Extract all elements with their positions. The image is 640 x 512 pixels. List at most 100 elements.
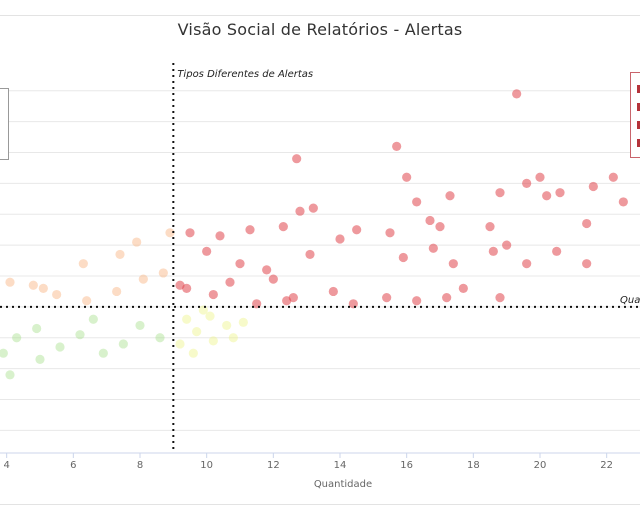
data-point-orange <box>38 283 48 293</box>
data-point-red <box>335 234 345 244</box>
data-point-red <box>502 240 512 250</box>
data-point-red <box>308 203 318 213</box>
x-axis-label: Quantidade <box>314 479 372 490</box>
data-point-red <box>495 293 505 303</box>
data-point-green <box>118 339 128 349</box>
legend-panel-left <box>0 88 9 160</box>
data-point-green <box>5 370 15 380</box>
data-points <box>0 89 628 380</box>
data-point-red <box>328 286 338 297</box>
data-point-red <box>352 225 362 235</box>
data-point-yellow <box>228 333 238 343</box>
data-point-green <box>55 342 65 352</box>
x-tick-label: 10 <box>200 460 213 471</box>
data-point-green <box>12 333 22 343</box>
data-point-red <box>208 289 218 300</box>
data-point-orange <box>138 274 148 284</box>
data-point-red <box>582 218 592 229</box>
data-point-orange <box>132 237 142 247</box>
data-point-red <box>262 265 272 275</box>
x-tick-label: 12 <box>267 460 280 471</box>
data-point-red <box>245 225 255 235</box>
x-tick-label: 22 <box>600 460 613 471</box>
data-point-red <box>425 215 435 226</box>
data-point-green <box>98 348 108 358</box>
data-point-orange <box>115 249 125 260</box>
data-point-red <box>428 243 438 253</box>
x-tick-labels: 4 6 8 10 12 14 16 18 20 22 <box>3 453 613 471</box>
data-point-red <box>412 296 422 306</box>
data-point-red <box>435 222 445 232</box>
data-point-red <box>382 293 392 303</box>
data-point-red <box>495 188 505 198</box>
data-point-red <box>582 259 592 269</box>
grid-lines <box>0 90 640 454</box>
data-point-green <box>135 320 145 331</box>
data-point-yellow <box>192 326 202 337</box>
data-point-red <box>608 172 618 182</box>
data-point-red <box>398 252 408 263</box>
data-point-red <box>392 141 402 151</box>
x-tick-label: 20 <box>534 460 547 471</box>
data-point-green <box>35 354 45 364</box>
data-point-yellow <box>238 317 248 327</box>
data-point-yellow <box>188 348 198 358</box>
data-point-orange <box>52 289 62 300</box>
data-point-orange <box>158 268 168 278</box>
data-point-red <box>442 293 452 303</box>
data-point-red <box>445 191 455 201</box>
chart-frame <box>0 15 640 505</box>
data-point-red <box>458 283 468 293</box>
data-point-red <box>542 191 552 201</box>
data-point-red <box>202 246 212 256</box>
data-point-red <box>618 197 628 207</box>
legend-color-swatch <box>637 139 640 147</box>
data-point-red <box>305 249 315 260</box>
data-point-red <box>268 274 278 284</box>
data-point-orange <box>82 296 92 306</box>
data-point-yellow <box>205 311 215 321</box>
data-point-red <box>402 172 412 182</box>
data-point-red <box>235 259 245 269</box>
data-point-orange <box>112 286 122 297</box>
data-point-red <box>278 222 288 232</box>
data-point-green <box>88 314 98 324</box>
legend-color-swatch <box>637 85 640 93</box>
legend-panel-right <box>630 72 640 158</box>
x-tick-label: 18 <box>467 460 480 471</box>
data-point-orange <box>78 259 88 269</box>
data-point-red <box>522 178 532 189</box>
data-point-yellow <box>198 305 208 315</box>
data-point-red <box>288 293 298 303</box>
chart-title: Visão Social de Relatórios - Alertas <box>177 20 463 39</box>
data-point-yellow <box>222 320 232 331</box>
data-point-red <box>488 246 498 256</box>
data-point-red <box>555 188 565 198</box>
data-point-red <box>512 89 522 99</box>
data-point-red <box>292 154 302 164</box>
vertical-line-label: Tipos Diferentes de Alertas <box>177 69 313 80</box>
x-tick-label: 16 <box>400 460 413 471</box>
data-point-orange <box>165 228 175 238</box>
x-tick-label: 8 <box>137 460 143 471</box>
data-point-red <box>552 246 562 256</box>
data-point-red <box>225 277 235 287</box>
data-point-orange <box>28 280 38 290</box>
legend-color-swatch <box>637 121 640 129</box>
data-point-yellow <box>175 339 185 349</box>
data-point-red <box>385 228 395 238</box>
data-point-red <box>348 299 358 309</box>
legend-color-swatch <box>637 103 640 111</box>
data-point-red <box>412 197 422 207</box>
data-point-yellow <box>208 336 218 346</box>
data-point-yellow <box>182 314 192 324</box>
x-tick-label: 14 <box>334 460 347 471</box>
data-point-red <box>185 228 195 238</box>
data-point-green <box>32 323 42 334</box>
data-point-orange <box>5 277 15 287</box>
data-point-red <box>182 283 192 293</box>
data-point-red <box>295 206 305 216</box>
data-point-red <box>448 259 458 269</box>
data-point-green <box>0 348 8 358</box>
